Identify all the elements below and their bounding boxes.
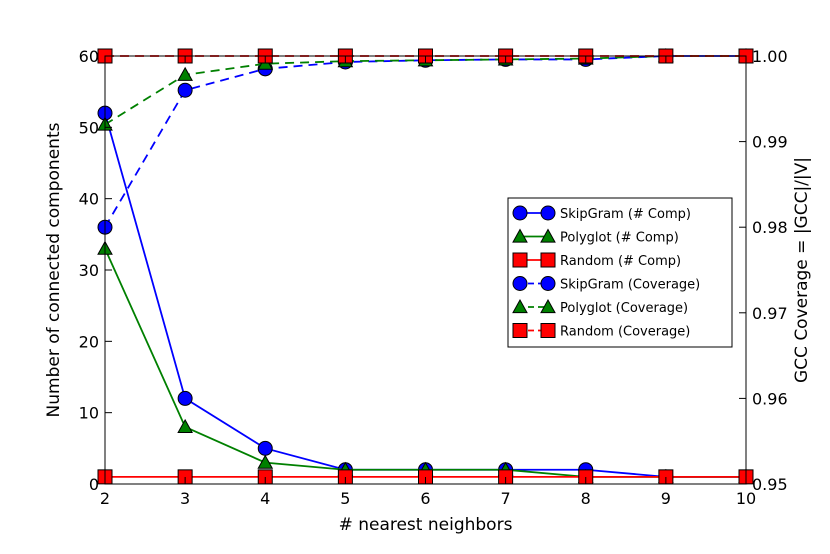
x-tick-label: 2 xyxy=(100,489,110,508)
legend: SkipGram (# Comp) Polyglot (# Comp) Random… xyxy=(507,197,733,348)
x-tick-label: 5 xyxy=(340,489,350,508)
x-tick-label: 3 xyxy=(180,489,190,508)
y-left-tick-label: 30 xyxy=(79,261,99,280)
legend-frame xyxy=(507,197,733,348)
legend-marker xyxy=(540,276,556,291)
x-tick-label: 4 xyxy=(260,489,270,508)
y-left-tick-label: 0 xyxy=(89,475,99,494)
data-point-0 xyxy=(177,390,193,406)
x-tick-label: 7 xyxy=(501,489,511,508)
legend-marker xyxy=(512,228,528,243)
y-right-tick-label: 0.99 xyxy=(752,133,788,152)
y-right-tick-label: 0.98 xyxy=(752,218,788,237)
legend-marker xyxy=(540,298,556,314)
x-tick-label: 10 xyxy=(736,489,756,508)
legend-label: SkipGram (Coverage) xyxy=(560,278,700,293)
legend-marker xyxy=(540,228,556,243)
y-left-tick-label: 50 xyxy=(79,118,99,137)
legend-marker xyxy=(540,205,556,221)
data-point-0 xyxy=(257,440,273,456)
legend-marker xyxy=(512,205,528,221)
y-left-tick-label: 60 xyxy=(79,47,99,66)
x-axis-title: # nearest neighbors xyxy=(339,515,513,535)
legend-label: SkipGram (# Comp) xyxy=(560,207,691,222)
x-tick-label: 9 xyxy=(661,489,671,508)
x-tick-label: 6 xyxy=(420,489,430,508)
legend-marker xyxy=(540,252,556,268)
series-line-3 xyxy=(104,55,746,228)
y-left-tick-label: 20 xyxy=(79,332,99,351)
legend-marker xyxy=(540,323,556,338)
y-right-tick-label: 0.96 xyxy=(752,389,788,408)
axes-layer: 2 3 4 5 6 7 8 9 10 0 10 20 30 40 50 60 0.95 0.96 0.97 0.98 0… xyxy=(79,47,788,508)
legend-marker xyxy=(512,252,528,268)
legend-marker xyxy=(512,276,528,291)
y-left-tick-label: 40 xyxy=(79,190,99,209)
y-axis-title-left: Number of connected components xyxy=(44,122,64,417)
legend-marker xyxy=(512,323,528,338)
data-point-4 xyxy=(177,66,193,81)
legend-label: Polyglot (# Comp) xyxy=(560,231,679,246)
legend-marker xyxy=(512,298,528,314)
data-point-1 xyxy=(177,418,193,434)
data-point-3 xyxy=(177,82,193,98)
y-left-tick-label: 10 xyxy=(79,404,99,423)
x-tick-label: 8 xyxy=(581,489,591,508)
y-axis-title-right: GCC Coverage = |GCC|/|V| xyxy=(792,157,812,383)
data-point-1 xyxy=(257,454,274,469)
legend-label: Polyglot (Coverage) xyxy=(560,301,688,316)
legend-label: Random (Coverage) xyxy=(560,325,690,340)
legend-label: Random (# Comp) xyxy=(560,254,681,269)
y-right-tick-label: 1.00 xyxy=(752,47,788,66)
y-right-tick-label: 0.97 xyxy=(752,304,788,323)
y-right-tick-label: 0.95 xyxy=(752,475,788,494)
